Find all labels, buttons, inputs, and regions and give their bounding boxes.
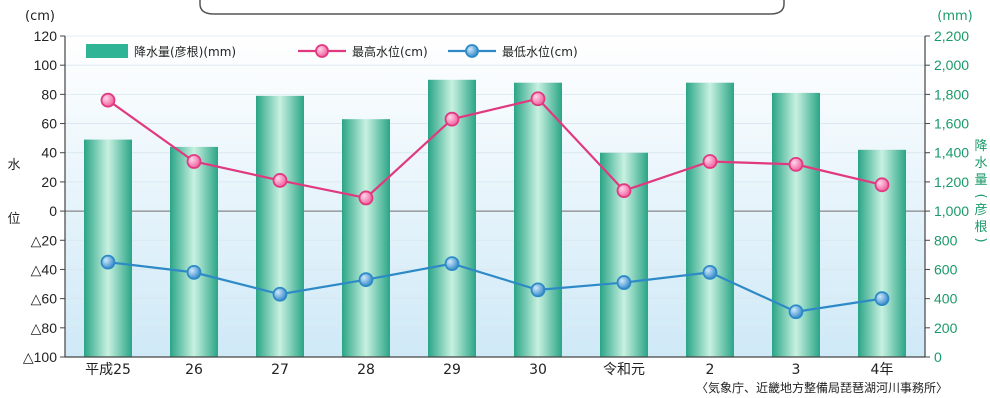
max-water-level-point: [530, 91, 546, 107]
left-tick-label: 100: [34, 57, 58, 73]
min-water-level-point: [100, 254, 116, 270]
x-tick-label: 27: [271, 362, 289, 378]
right-tick-label: 1,200: [934, 174, 969, 190]
left-tick-label: 80: [41, 86, 57, 102]
min-water-level-point: [874, 291, 890, 307]
legend-marker-max: [315, 44, 329, 58]
right-tick-label: 1,400: [934, 145, 969, 161]
legend: 降水量(彦根)(mm) 最高水位(cm) 最低水位(cm): [86, 44, 578, 59]
right-axis-title-char: 量: [974, 173, 987, 188]
right-tick-label: 1,600: [934, 116, 969, 132]
legend-label-min: 最低水位(cm): [502, 44, 578, 59]
right-tick-label: 2,200: [934, 28, 969, 44]
left-tick-label: △100: [23, 349, 57, 365]
left-tick-label: △60: [31, 291, 58, 307]
min-water-level-point: [186, 264, 202, 280]
left-tick-label: △20: [31, 232, 58, 248]
right-tick-label: 600: [934, 261, 958, 277]
right-tick-label: 800: [934, 232, 958, 248]
max-water-level-point: [616, 183, 632, 199]
min-water-level-point: [530, 282, 546, 298]
right-tick-label: 1,800: [934, 86, 969, 102]
right-tick-label: 2,000: [934, 57, 969, 73]
max-water-level-point: [788, 156, 804, 172]
max-water-level-point: [186, 154, 202, 169]
right-tick-label: 200: [934, 320, 958, 336]
right-tick-label: 400: [934, 291, 958, 307]
right-axis-title-char: 水: [974, 156, 987, 171]
max-water-level-point: [874, 177, 890, 193]
source-note: 〈気象庁、近畿地方整備局琵琶湖河川事務所〉: [696, 380, 948, 395]
max-water-level-point: [272, 173, 288, 188]
legend-marker-min: [465, 44, 479, 58]
min-water-level-point: [358, 272, 374, 288]
min-water-level-line: [107, 261, 883, 313]
bar-precipitation: [170, 146, 218, 357]
left-axis-title-char: 位: [7, 212, 20, 227]
right-axis-title-char: ): [973, 237, 988, 242]
min-water-level-point: [702, 264, 718, 280]
x-tick-label: 30: [529, 362, 547, 378]
right-axis-title-char: (: [973, 193, 988, 198]
x-tick-label: 3: [792, 362, 801, 378]
legend-label-max: 最高水位(cm): [352, 44, 428, 59]
right-axis-unit: (mm): [937, 9, 972, 24]
left-tick-label: △80: [31, 320, 58, 336]
right-tick-label: 0: [934, 349, 942, 365]
min-water-level-point: [272, 286, 288, 302]
lines: [100, 91, 890, 320]
left-tick-label: △40: [31, 261, 58, 277]
max-water-level-point: [444, 111, 460, 127]
right-tick-label: 1,000: [934, 203, 969, 219]
x-tick-label: 2: [706, 362, 715, 378]
right-axis-title-char: 降: [974, 139, 987, 154]
x-tick-label: 29: [443, 362, 461, 378]
min-water-level-point: [616, 275, 632, 290]
x-tick-label: 平成25: [85, 362, 131, 378]
x-tick-label: 4年: [871, 362, 894, 378]
axes: 120100806040200△20△40△60△80△1002,2002,00…: [7, 9, 988, 395]
bar-precipitation: [84, 139, 132, 357]
left-axis-unit: (cm): [25, 9, 55, 24]
min-water-level-point: [444, 256, 460, 272]
header-box-edge: [199, 0, 785, 15]
max-water-level-point: [358, 190, 374, 206]
min-water-level-point: [788, 304, 804, 320]
left-tick-label: 20: [41, 174, 57, 190]
bar-precipitation: [686, 82, 734, 357]
bar-precipitation: [514, 82, 562, 357]
right-axis-title-char: 根: [974, 220, 987, 235]
max-water-level-line: [107, 97, 883, 200]
max-water-level-point: [100, 92, 116, 108]
legend-swatch-precipitation: [86, 44, 128, 58]
left-axis-title-char: 水: [7, 158, 20, 173]
bar-precipitation: [342, 119, 390, 357]
left-tick-label: 0: [49, 203, 57, 219]
x-tick-label: 28: [357, 362, 375, 378]
right-axis-title-char: 彦: [974, 202, 987, 218]
left-tick-label: 40: [41, 145, 57, 161]
left-tick-label: 60: [41, 116, 57, 132]
max-water-level-point: [702, 154, 718, 169]
x-tick-label: 令和元: [603, 362, 645, 378]
x-tick-label: 26: [185, 362, 203, 378]
left-tick-label: 120: [34, 28, 58, 44]
legend-label-precipitation: 降水量(彦根)(mm): [134, 44, 236, 59]
bar-precipitation: [256, 95, 304, 357]
